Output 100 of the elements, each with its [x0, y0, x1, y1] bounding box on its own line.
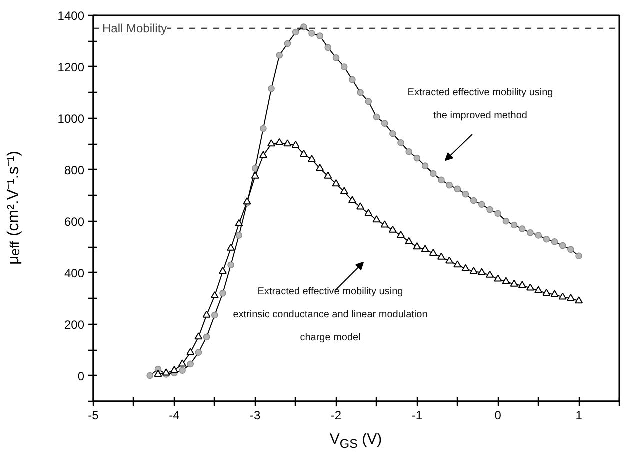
- point: [203, 334, 210, 341]
- y-tick-label: 1000: [58, 112, 85, 126]
- point: [478, 268, 486, 276]
- y-tick-label: 1400: [58, 9, 85, 23]
- ref-line-label: Hall Mobility: [102, 21, 168, 36]
- point: [316, 32, 324, 40]
- point: [429, 248, 438, 256]
- point: [218, 267, 227, 274]
- point: [284, 140, 292, 147]
- point: [486, 206, 494, 214]
- point: [454, 260, 462, 268]
- point: [534, 286, 543, 294]
- point: [276, 138, 284, 146]
- point: [575, 296, 584, 304]
- point: [365, 98, 372, 106]
- point: [332, 180, 340, 187]
- point: [356, 202, 365, 210]
- point: [357, 89, 364, 96]
- point: [220, 290, 226, 297]
- point: [187, 360, 194, 368]
- point: [510, 280, 518, 287]
- point: [405, 237, 414, 244]
- point: [162, 368, 170, 376]
- point: [348, 196, 356, 204]
- point: [542, 288, 551, 296]
- point: [228, 262, 234, 269]
- y-tick-label: 0: [78, 369, 85, 384]
- point: [324, 44, 332, 52]
- point: [227, 244, 236, 251]
- point: [268, 140, 276, 147]
- point: [324, 172, 332, 179]
- point: [568, 246, 574, 254]
- point: [373, 114, 380, 121]
- point: [526, 284, 534, 291]
- point: [292, 28, 300, 36]
- point: [559, 242, 566, 250]
- point: [211, 312, 218, 319]
- point: [470, 267, 478, 274]
- y-tick-label: 200: [64, 318, 85, 332]
- point: [252, 165, 259, 172]
- point: [251, 172, 260, 179]
- y-tick-label: 600: [64, 214, 85, 229]
- x-tick-label: -1: [412, 408, 423, 422]
- point: [380, 220, 389, 228]
- point: [413, 242, 422, 250]
- point: [381, 120, 388, 127]
- text: Extracted effective mobility using extrinsic conductance and linear modulation charge model: [233, 286, 428, 344]
- point: [364, 209, 373, 216]
- point: [438, 176, 445, 184]
- point: [154, 370, 162, 377]
- point: [576, 252, 582, 260]
- point: [566, 294, 575, 302]
- point: [462, 264, 470, 272]
- point: [349, 76, 356, 84]
- point: [195, 349, 202, 356]
- point: [292, 140, 300, 148]
- point: [543, 236, 550, 243]
- point: [494, 210, 502, 218]
- point: [446, 256, 454, 264]
- point: [284, 40, 292, 48]
- point: [550, 290, 559, 298]
- point: [390, 130, 396, 138]
- point: [558, 292, 567, 300]
- point: [502, 277, 510, 284]
- y-tick-label: 400: [64, 266, 85, 280]
- y-tick-label: 1200: [58, 60, 85, 74]
- point: [388, 226, 397, 233]
- point: [300, 24, 308, 30]
- point: [235, 219, 244, 226]
- point: [535, 232, 542, 239]
- point: [340, 187, 348, 194]
- point: [421, 245, 430, 252]
- point: [268, 85, 275, 92]
- point: [332, 54, 340, 62]
- point: [437, 252, 446, 260]
- point: [202, 310, 211, 318]
- point: [308, 155, 316, 162]
- x-tick-label: -4: [169, 408, 180, 422]
- point: [414, 154, 421, 162]
- point: [372, 216, 381, 223]
- x-tick-label: 1: [576, 408, 583, 422]
- point: [259, 151, 268, 158]
- point: [308, 30, 316, 37]
- point: [236, 232, 243, 239]
- point: [430, 170, 437, 178]
- point: [210, 291, 219, 299]
- point: [406, 148, 412, 156]
- point: [510, 222, 518, 229]
- point: [502, 218, 510, 225]
- point: [179, 367, 186, 374]
- point: [316, 164, 324, 172]
- x-tick-label: -2: [330, 408, 342, 422]
- point: [340, 64, 348, 70]
- point: [194, 332, 203, 340]
- x-tick-label: -3: [250, 408, 262, 422]
- point: [518, 281, 526, 288]
- point: [478, 201, 486, 208]
- x-axis-title: V$_{GS}$ (V): [328, 430, 384, 453]
- point: [527, 230, 534, 236]
- point: [170, 366, 178, 374]
